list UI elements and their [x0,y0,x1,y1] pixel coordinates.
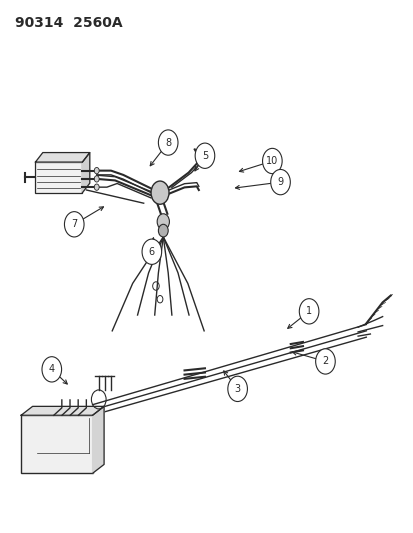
Circle shape [315,349,335,374]
Circle shape [94,184,99,190]
Text: 8: 8 [165,138,171,148]
Text: 4: 4 [49,365,55,374]
Bar [21,415,93,473]
Text: 5: 5 [202,151,208,161]
Bar [36,162,82,192]
Circle shape [227,376,247,401]
Circle shape [151,181,169,204]
Text: 7: 7 [71,219,77,229]
Circle shape [94,167,99,174]
Text: 9: 9 [277,177,283,187]
Text: 3: 3 [234,384,240,394]
Polygon shape [36,152,90,162]
Text: 2: 2 [322,357,328,367]
Circle shape [94,176,99,182]
Polygon shape [93,406,104,473]
Text: 1: 1 [305,306,311,316]
Text: 90314  2560A: 90314 2560A [15,16,122,30]
Circle shape [270,169,290,195]
Circle shape [142,239,161,264]
Polygon shape [21,406,104,415]
Circle shape [195,143,214,168]
Text: 10: 10 [266,156,278,166]
Circle shape [42,357,62,382]
Text: 6: 6 [148,247,154,257]
Circle shape [158,224,168,237]
Polygon shape [82,152,90,192]
Circle shape [262,148,282,174]
Circle shape [158,130,178,155]
Circle shape [64,212,84,237]
Circle shape [299,298,318,324]
Circle shape [157,214,169,230]
